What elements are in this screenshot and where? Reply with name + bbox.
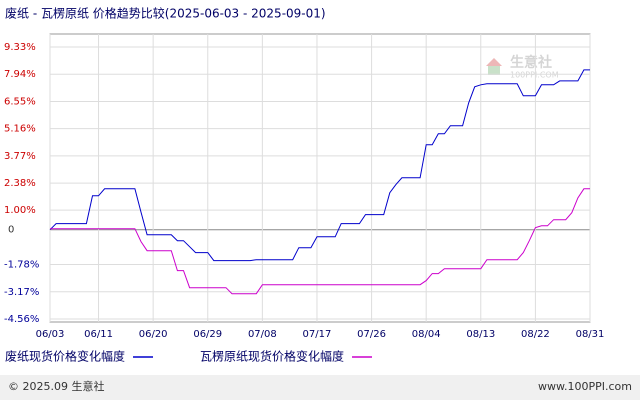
y-tick-label: -4.56%: [4, 314, 39, 325]
footer-text: www.100PPI.com: [538, 380, 632, 393]
x-tick-label: 06/29: [193, 329, 222, 340]
x-tick-label: 07/17: [303, 329, 332, 340]
x-tick-label: 07/26: [357, 329, 386, 340]
y-tick-label: 0: [8, 225, 14, 236]
series-line: [49, 69, 590, 262]
y-tick-label: 9.33%: [4, 42, 36, 53]
x-tick-label: 06/03: [36, 329, 65, 340]
x-tick-label: 07/08: [248, 329, 277, 340]
footer-bar: [0, 375, 640, 400]
y-tick-label: 7.94%: [4, 69, 36, 80]
y-tick-label: -1.78%: [4, 260, 39, 271]
x-tick-label: 06/20: [139, 329, 168, 340]
x-tick-label: 08/22: [521, 329, 550, 340]
series-line: [50, 188, 590, 295]
y-tick-label: 6.55%: [4, 96, 36, 107]
watermark-icon: [486, 58, 502, 66]
watermark-icon: [488, 66, 500, 75]
legend-label: 废纸现货价格变化幅度: [5, 349, 125, 364]
x-tick-label: 08/13: [466, 329, 495, 340]
y-tick-label: 1.00%: [4, 205, 36, 216]
watermark: 生意社 100PPI.COM: [486, 54, 559, 80]
grid: [49, 34, 591, 322]
legend-label: 瓦楞原纸现货价格变化幅度: [200, 349, 344, 364]
y-tick-label: -3.17%: [4, 287, 39, 298]
x-tick-label: 08/31: [576, 329, 605, 340]
chart-title: 废纸 - 瓦楞原纸 价格趋势比较(2025-06-03 - 2025-09-01…: [5, 6, 326, 21]
y-tick-label: 5.16%: [4, 124, 36, 135]
footer-text: © 2025.09 生意社: [8, 379, 104, 393]
watermark-text: 生意社: [510, 54, 552, 71]
x-tick-label: 08/04: [412, 329, 441, 340]
x-tick-label: 06/11: [84, 329, 113, 340]
y-tick-label: 2.38%: [4, 178, 36, 189]
watermark-text: 100PPI.COM: [510, 71, 559, 80]
y-tick-label: 3.77%: [4, 151, 36, 162]
